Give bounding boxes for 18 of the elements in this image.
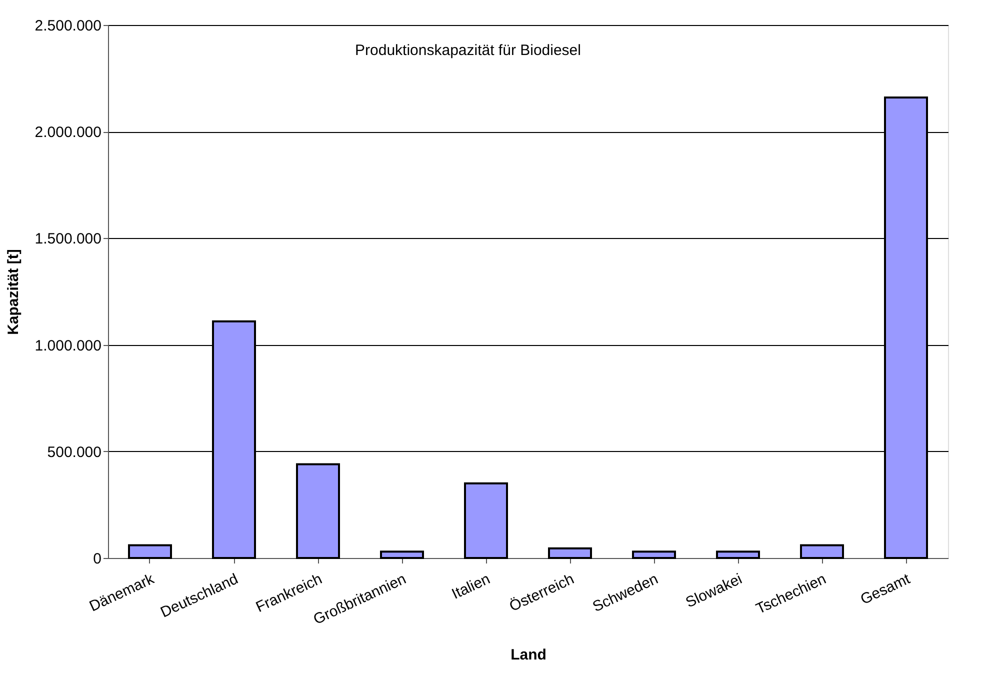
- bar: [128, 544, 172, 559]
- x-tick-label: Italien: [449, 570, 493, 603]
- y-tick-label: 1.500.000: [34, 230, 102, 248]
- bar: [800, 544, 844, 559]
- x-axis-title: Land: [510, 646, 546, 664]
- bar: [464, 482, 508, 559]
- bar: [632, 550, 676, 559]
- bar: [380, 550, 424, 559]
- y-tick-label: 1.000.000: [34, 337, 102, 354]
- y-tick-label: 2.500.000: [34, 18, 102, 34]
- y-tick-label: 0: [93, 550, 102, 568]
- y-tick-label: 2.000.000: [34, 124, 102, 142]
- bar: [548, 547, 592, 559]
- y-tick-label: 500.000: [47, 444, 102, 461]
- y-axis-title: Kapazität [t]: [4, 249, 22, 335]
- bar: [716, 550, 760, 559]
- text: Produktionskapazität für Biodiesel: [355, 42, 581, 59]
- bar: [296, 463, 340, 559]
